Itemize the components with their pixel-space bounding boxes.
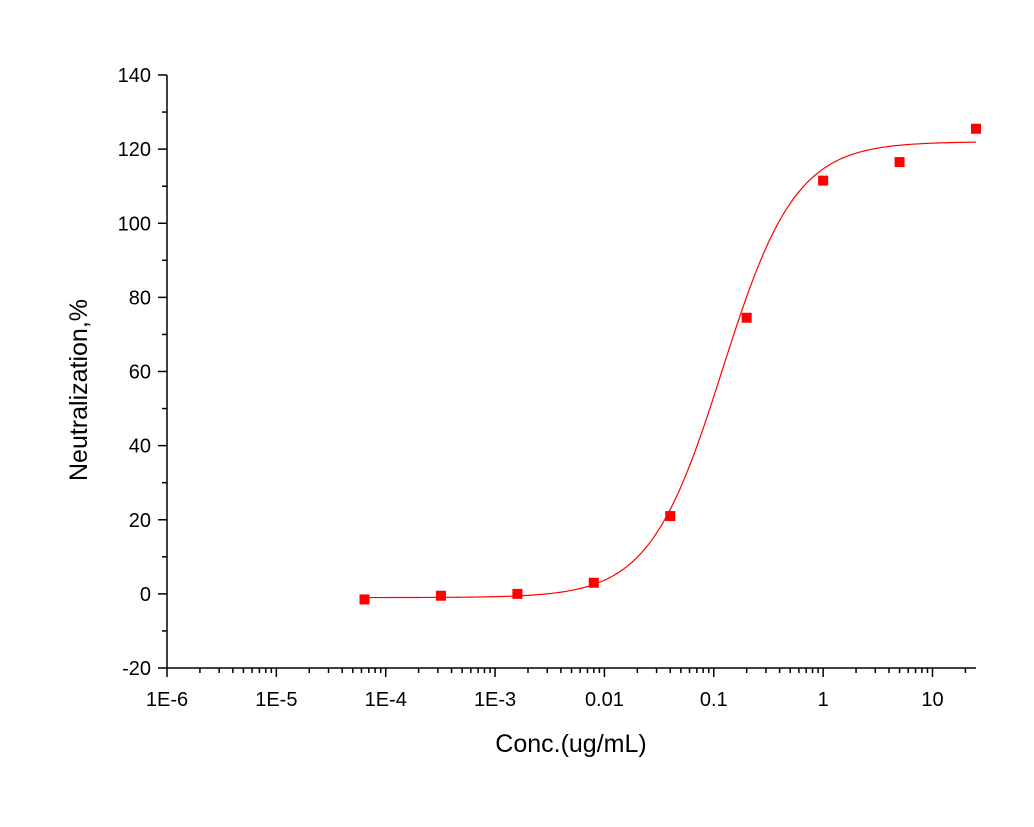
y-tick-label: 100: [118, 213, 151, 235]
x-tick-label: 1E-5: [255, 689, 297, 711]
data-point: [818, 175, 829, 186]
data-point: [512, 588, 523, 599]
data-point: [894, 157, 905, 168]
fit-curve-layer: [364, 141, 977, 599]
y-tick-label: -20: [122, 658, 151, 680]
x-tick-label: 1E-6: [146, 689, 188, 711]
y-tick-label: 40: [129, 436, 151, 458]
x-tick-label: 10: [921, 689, 943, 711]
y-tick-label: 0: [140, 584, 151, 606]
y-tick-label: 120: [118, 139, 151, 161]
data-point: [971, 123, 981, 134]
x-tick-label: 1E-4: [365, 689, 407, 711]
y-tick-label: 80: [129, 287, 151, 309]
data-point: [741, 312, 752, 323]
data-point: [359, 594, 370, 605]
x-tick-label: 0.01: [585, 689, 624, 711]
data-point: [435, 590, 446, 601]
y-tick-label: 60: [129, 362, 151, 384]
y-tick-label: 140: [118, 65, 151, 87]
x-tick-label: 1E-3: [474, 689, 516, 711]
data-points-layer: [359, 123, 981, 605]
axes: -20 0 20 40 60 80 100 120 140 1E-6 1E-5 1E-4 1E-3 0.0…: [118, 65, 976, 711]
x-axis-title: Conc.(ug/mL): [495, 730, 646, 758]
data-point: [665, 511, 676, 522]
x-tick-label: 1: [818, 689, 829, 711]
x-tick-label: 0.1: [700, 689, 728, 711]
data-point: [588, 577, 599, 588]
y-axis-title: Neutralization,%: [65, 299, 93, 481]
y-tick-label: 20: [129, 510, 151, 532]
fit-curve: [364, 141, 977, 599]
